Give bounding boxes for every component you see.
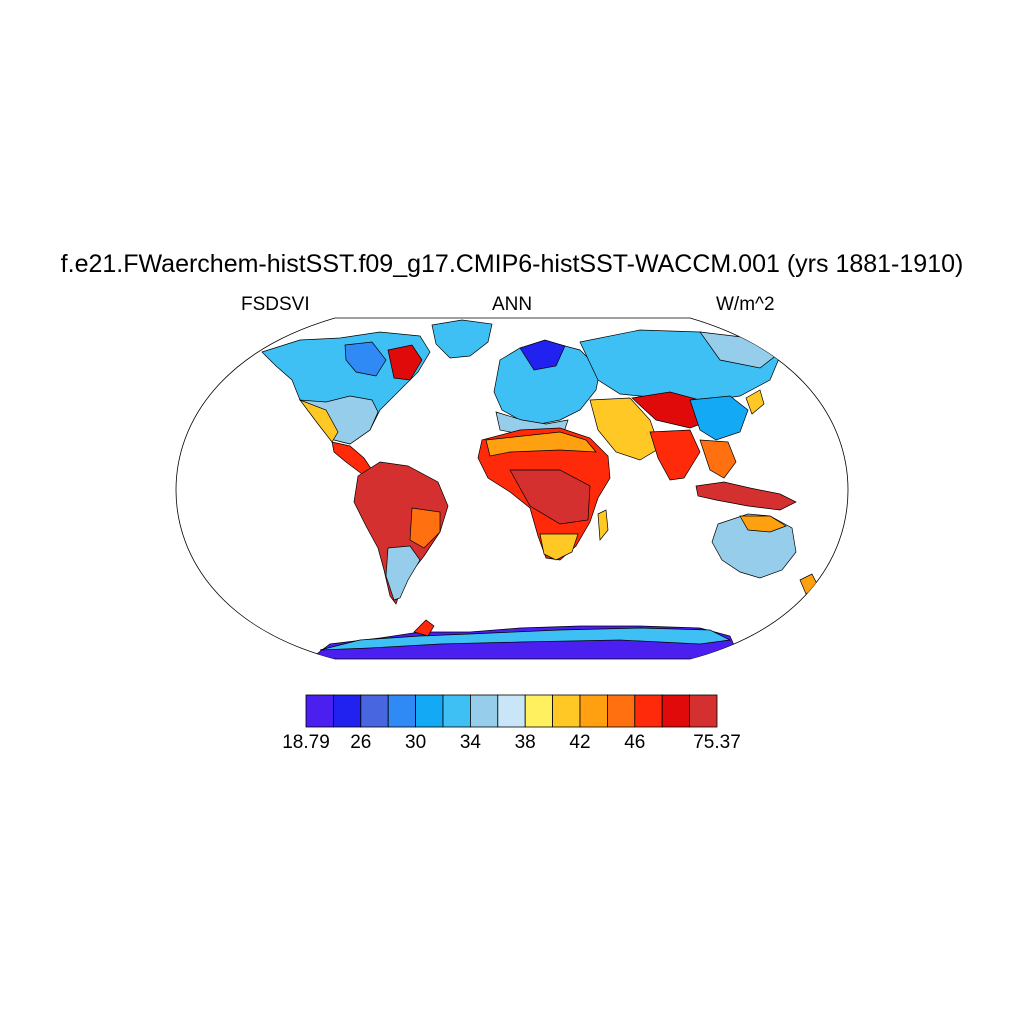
indonesia xyxy=(695,481,797,511)
colorbar xyxy=(305,694,718,728)
colorbar-box xyxy=(387,694,417,728)
north-america xyxy=(261,331,431,445)
season-label: ANN xyxy=(491,294,533,315)
colorbar-box xyxy=(305,694,334,728)
colorbar-label: 30 xyxy=(405,732,427,753)
colorbar-box xyxy=(360,694,389,728)
colorbar-box xyxy=(579,694,608,728)
colorbar-box xyxy=(552,694,581,728)
colorbar-label: 38 xyxy=(514,732,536,753)
southern-africa xyxy=(539,533,579,561)
greenland xyxy=(431,319,493,359)
colorbar-box xyxy=(634,694,663,728)
labrador xyxy=(387,344,423,381)
colorbar-label: 34 xyxy=(459,732,481,753)
south-america-south xyxy=(385,545,421,601)
madagascar xyxy=(597,509,609,541)
australia-north xyxy=(739,515,787,533)
north-america-southwest xyxy=(298,399,339,443)
units-label: W/m^2 xyxy=(716,294,775,315)
colorbar-label: 46 xyxy=(624,732,646,753)
central-africa xyxy=(509,469,591,525)
southeast-asia xyxy=(699,439,737,479)
colorbar-label: 26 xyxy=(350,732,372,753)
colorbar-box xyxy=(524,694,554,728)
antarctic-peninsula xyxy=(413,619,435,637)
south-america-east xyxy=(409,507,441,549)
sahara xyxy=(485,431,597,457)
japan xyxy=(745,389,765,415)
colorbar-box xyxy=(661,694,691,728)
hudson-bay-area xyxy=(344,341,387,377)
colorbar-label: 18.79 xyxy=(282,732,330,753)
plot-title: f.e21.FWaerchem-histSST.f09_g17.CMIP6-hi… xyxy=(60,250,964,278)
middle-east xyxy=(589,397,661,461)
india xyxy=(649,429,701,481)
china xyxy=(689,395,749,441)
colorbar-label: 42 xyxy=(569,732,591,753)
colorbar-box xyxy=(442,694,471,728)
colorbar-box xyxy=(332,694,362,728)
colorbar-box xyxy=(607,694,636,728)
variable-label: FSDSVI xyxy=(241,294,310,315)
scandinavia xyxy=(519,339,566,371)
colorbar-box xyxy=(689,694,718,728)
colorbar-box xyxy=(415,694,444,728)
colorbar-box xyxy=(497,694,526,728)
colorbar-label: 75.37 xyxy=(693,732,741,753)
colorbar-box xyxy=(469,694,499,728)
